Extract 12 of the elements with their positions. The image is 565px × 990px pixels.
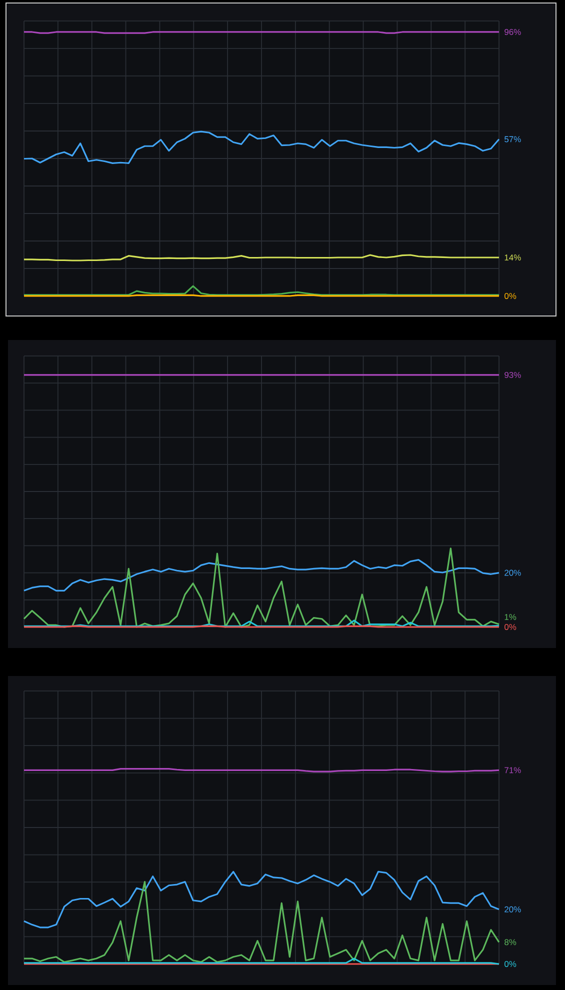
data-label: 20% <box>504 570 521 576</box>
data-label: 0% <box>504 961 516 967</box>
data-label: 93% <box>504 372 521 378</box>
data-label: 14% <box>504 254 521 260</box>
data-label: 8% <box>504 939 516 946</box>
data-label: 0% <box>504 292 516 299</box>
data-label: 0% <box>504 624 516 630</box>
data-label: 71% <box>504 767 521 774</box>
data-label: 57% <box>504 136 521 142</box>
data-label: 96% <box>504 28 521 35</box>
data-label: 20% <box>504 906 521 912</box>
data-label: 1% <box>504 614 516 620</box>
